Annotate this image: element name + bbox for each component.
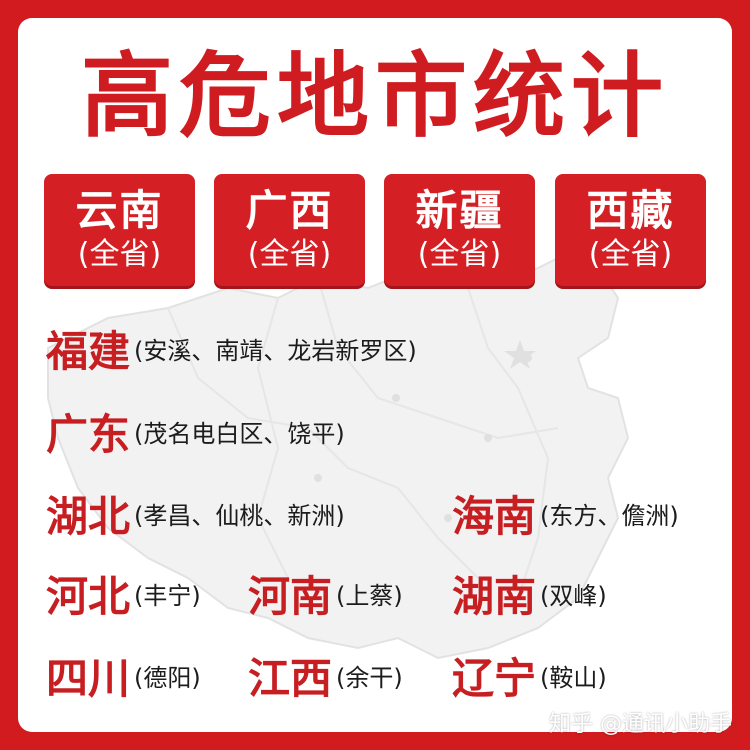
province-name: 河北	[46, 572, 131, 621]
entry-sichuan: 四川 (德阳)	[46, 645, 201, 705]
entry-hubei: 湖北 (孝昌、仙桃、新洲)	[46, 483, 345, 543]
chip-subtitle: (全省)	[77, 237, 162, 272]
entry-guangdong: 广东 (茂名电白区、饶平)	[46, 401, 345, 461]
chip-name: 新疆	[415, 186, 504, 235]
entry-liaoning: 辽宁 (鞍山)	[452, 645, 607, 705]
province-name: 广东	[46, 410, 131, 459]
city-list: (双峰)	[540, 582, 607, 610]
chip-name: 广西	[245, 186, 334, 235]
chip-xinjiang: 新疆 (全省)	[384, 174, 535, 286]
city-list: (鞍山)	[540, 664, 607, 692]
content-card: 高危地市统计 云南 (全省) 广西 (全省) 新疆 (全省) 西藏 (全省) 福…	[18, 18, 732, 732]
city-list: (德阳)	[134, 664, 201, 692]
entry-hainan: 海南 (东方、儋洲)	[452, 483, 679, 543]
entry-hunan: 湖南 (双峰)	[452, 563, 607, 623]
province-name: 辽宁	[452, 654, 537, 703]
page-title: 高危地市统计	[80, 43, 669, 150]
entry-fujian: 福建 (安溪、南靖、龙岩新罗区)	[46, 318, 417, 378]
province-name: 海南	[452, 492, 537, 541]
province-name: 湖南	[452, 572, 537, 621]
city-list: (安溪、南靖、龙岩新罗区)	[134, 337, 417, 365]
full-province-chips: 云南 (全省) 广西 (全省) 新疆 (全省) 西藏 (全省)	[44, 174, 706, 286]
chip-subtitle: (全省)	[417, 237, 502, 272]
province-name: 四川	[46, 654, 131, 703]
source-watermark: 知乎 @通讯小助手	[549, 712, 732, 737]
chip-subtitle: (全省)	[588, 237, 673, 272]
city-list: (茂名电白区、饶平)	[134, 420, 345, 448]
province-name: 江西	[248, 654, 333, 703]
chip-name: 云南	[75, 186, 164, 235]
chip-xizang: 西藏 (全省)	[555, 174, 706, 286]
province-name: 福建	[46, 327, 131, 376]
chip-name: 西藏	[586, 186, 675, 235]
chip-yunnan: 云南 (全省)	[44, 174, 195, 286]
city-list: (丰宁)	[134, 582, 201, 610]
entry-jiangxi: 江西 (余干)	[248, 645, 403, 705]
province-name: 河南	[248, 572, 333, 621]
city-list: (上蔡)	[336, 582, 403, 610]
city-list: (余干)	[336, 664, 403, 692]
entry-hebei: 河北 (丰宁)	[46, 563, 201, 623]
entry-henan: 河南 (上蔡)	[248, 563, 403, 623]
city-list: (孝昌、仙桃、新洲)	[134, 502, 345, 530]
chip-subtitle: (全省)	[247, 237, 332, 272]
province-name: 湖北	[46, 492, 131, 541]
city-list: (东方、儋洲)	[540, 502, 679, 530]
chip-guangxi: 广西 (全省)	[214, 174, 365, 286]
